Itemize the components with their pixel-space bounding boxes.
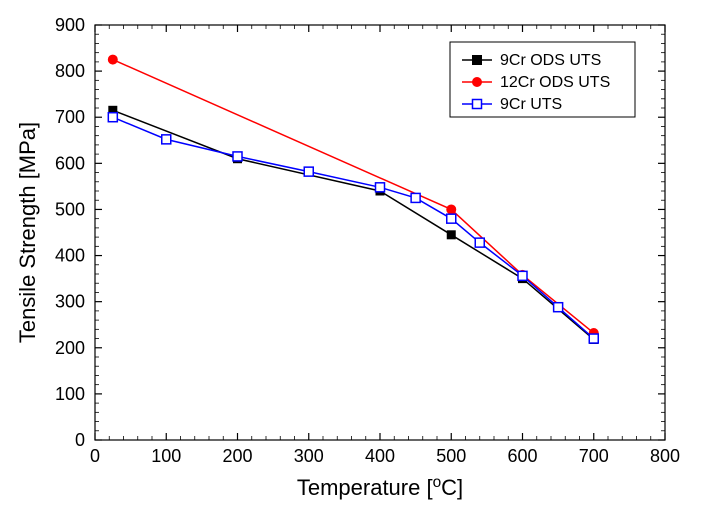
y-tick-label: 800 (55, 61, 85, 81)
y-tick-label: 600 (55, 153, 85, 173)
y-tick-label: 900 (55, 15, 85, 35)
chart-container: 0 100 200 300 400 500 600 700 800 0 100 200 300 400 50… (0, 0, 702, 527)
y-tick-label: 300 (55, 292, 85, 312)
legend-label: 9Cr UTS (500, 96, 562, 113)
x-tick-label: 700 (579, 446, 609, 466)
y-tick-label: 0 (75, 430, 85, 450)
y-tick-label: 500 (55, 199, 85, 219)
x-tick-label: 0 (90, 446, 100, 466)
y-tick-label: 100 (55, 384, 85, 404)
x-tick-label: 300 (294, 446, 324, 466)
x-tick-label: 400 (365, 446, 395, 466)
y-tick-label: 700 (55, 107, 85, 127)
chart-svg: 0 100 200 300 400 500 600 700 800 0 100 200 300 400 50… (0, 0, 702, 527)
x-tick-label: 800 (650, 446, 680, 466)
y-axis-label: Tensile Strength [MPa] (15, 122, 40, 343)
legend-label: 12Cr ODS UTS (500, 74, 610, 91)
y-tick-label: 200 (55, 338, 85, 358)
x-tick-label: 600 (507, 446, 537, 466)
legend: 9Cr ODS UTS 12Cr ODS UTS 9Cr UTS (450, 42, 635, 117)
x-tick-label: 500 (436, 446, 466, 466)
y-tick-label: 400 (55, 246, 85, 266)
x-tick-label: 200 (222, 446, 252, 466)
legend-label: 9Cr ODS UTS (500, 52, 601, 69)
x-tick-label: 100 (151, 446, 181, 466)
